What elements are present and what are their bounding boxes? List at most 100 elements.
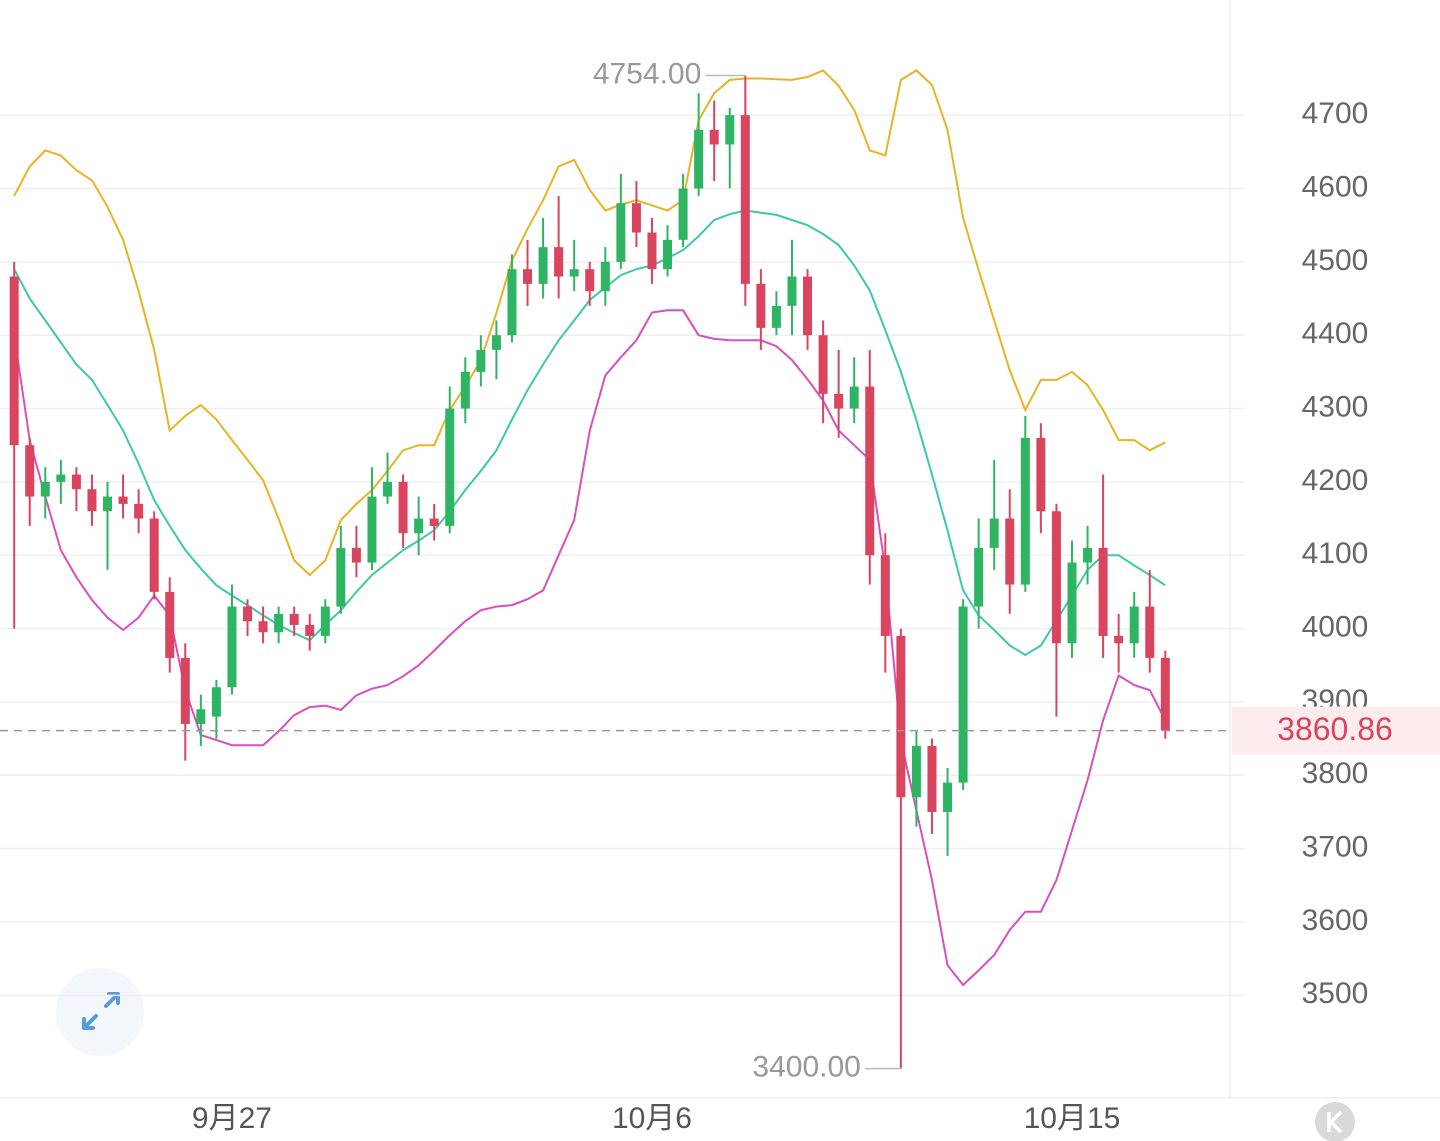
candle — [958, 599, 968, 790]
candle-body — [476, 349, 486, 372]
candle-body — [1160, 657, 1170, 731]
candle-body — [227, 606, 237, 688]
candle-body — [787, 276, 797, 306]
candle-body — [165, 591, 175, 658]
candle-body — [880, 555, 890, 636]
candle-body — [196, 709, 206, 724]
candle — [1051, 503, 1061, 717]
candle — [367, 467, 377, 570]
y-tick-label: 3600 — [1302, 904, 1369, 937]
candle — [927, 738, 937, 834]
candle — [1067, 540, 1077, 658]
candle-body — [834, 393, 844, 409]
candle-body — [678, 188, 688, 240]
candle — [616, 173, 626, 270]
candle — [445, 386, 455, 534]
y-tick-label: 4600 — [1302, 170, 1369, 203]
expand-icon — [82, 992, 120, 1030]
candle-body — [383, 481, 393, 497]
candle-body — [740, 115, 750, 284]
low-label: 3400.00 — [752, 1051, 860, 1084]
candle-body — [71, 474, 81, 490]
candle-body — [134, 503, 144, 519]
candle — [476, 335, 486, 387]
candle-body — [211, 687, 221, 717]
candle — [1129, 591, 1139, 658]
candle-body — [771, 305, 781, 328]
y-tick-label: 4300 — [1302, 390, 1369, 423]
expand-button[interactable] — [56, 968, 144, 1056]
candle — [40, 467, 50, 519]
x-tick-label: 10月15 — [1024, 1102, 1121, 1135]
candle — [647, 217, 657, 284]
candle-body — [958, 606, 968, 783]
candle — [585, 261, 595, 306]
candle — [1083, 525, 1093, 585]
candle — [196, 694, 206, 746]
candle — [989, 459, 999, 570]
candle — [87, 474, 97, 526]
candle — [1098, 474, 1108, 658]
candle — [1160, 650, 1170, 739]
candle — [1005, 489, 1015, 614]
candle — [694, 93, 704, 196]
candle-body — [258, 621, 268, 633]
candle-body — [1020, 437, 1030, 585]
candle-body — [1114, 635, 1124, 644]
candle-body — [351, 547, 361, 563]
kline-icon — [1327, 1110, 1343, 1134]
candle-body — [40, 481, 50, 497]
candle — [103, 481, 113, 570]
candle — [803, 269, 813, 350]
candle-body — [56, 474, 66, 482]
candle-body — [694, 129, 704, 189]
y-tick-label: 4400 — [1302, 317, 1369, 350]
candle — [180, 643, 190, 761]
candle — [974, 518, 984, 629]
candle — [351, 525, 361, 578]
candle-body — [429, 518, 439, 526]
candle — [507, 254, 517, 343]
candle-body — [803, 276, 813, 336]
candle-body — [414, 518, 424, 534]
candle-body — [896, 635, 906, 798]
candle-body — [616, 203, 626, 262]
y-tick-label: 4700 — [1302, 97, 1369, 130]
candle — [305, 613, 315, 651]
y-tick-label: 4200 — [1302, 464, 1369, 497]
candle — [491, 320, 501, 380]
candle — [554, 195, 564, 299]
candle — [414, 496, 424, 556]
candle — [818, 320, 828, 424]
candle — [336, 525, 346, 614]
candle-body — [1067, 562, 1077, 644]
candle-body — [103, 496, 113, 512]
kline-button[interactable] — [1315, 1102, 1355, 1141]
candle-body — [849, 386, 859, 409]
y-tick-label: 4500 — [1302, 244, 1369, 277]
candle-body — [149, 518, 159, 592]
candle-body — [523, 269, 533, 284]
y-tick-label: 3500 — [1302, 977, 1369, 1010]
candle — [118, 474, 128, 519]
candle-body — [538, 247, 548, 284]
kline-button-bg — [1315, 1102, 1355, 1141]
candle — [289, 606, 299, 636]
candle-body — [9, 276, 19, 446]
candle-body — [507, 269, 517, 336]
candle — [880, 533, 890, 673]
candle — [398, 474, 408, 548]
candle — [896, 628, 906, 1069]
candle-body — [974, 547, 984, 607]
candle-body — [180, 657, 190, 724]
x-tick-label: 9月27 — [192, 1102, 272, 1135]
band-line — [13, 69, 1166, 577]
candle-body — [25, 445, 35, 497]
candle-body — [398, 481, 408, 534]
candle — [1020, 415, 1030, 592]
high-label: 4754.00 — [593, 57, 701, 90]
candle — [865, 349, 875, 585]
candle-body — [367, 496, 377, 563]
